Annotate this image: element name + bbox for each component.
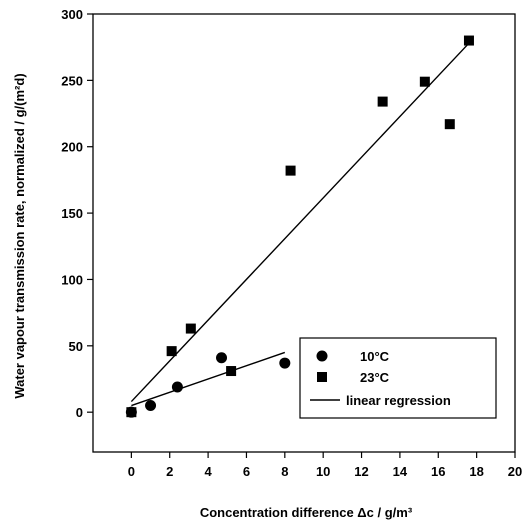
x-tick-label: 16	[431, 464, 445, 479]
data-point-23c	[444, 119, 455, 130]
data-point-23c	[419, 76, 430, 87]
legend-marker-23c	[317, 372, 327, 382]
data-point-23c	[226, 366, 237, 377]
y-tick-label: 250	[61, 73, 83, 88]
data-point-23c	[185, 323, 196, 334]
plot-frame	[92, 13, 516, 453]
legend-marker-10c	[316, 350, 328, 362]
regression-line	[130, 42, 470, 403]
x-tick-label: 10	[316, 464, 330, 479]
legend-box	[299, 337, 497, 419]
x-tick-label: 8	[281, 464, 288, 479]
y-axis-label: Water vapour transmission rate, normaliz…	[12, 73, 27, 398]
legend-label: linear regression	[346, 393, 451, 408]
data-point-10c	[171, 381, 183, 393]
data-point-23c	[166, 346, 177, 357]
x-tick-label: 14	[393, 464, 408, 479]
data-point-23c	[463, 35, 474, 46]
data-point-10c	[279, 357, 291, 369]
x-tick-label: 18	[469, 464, 483, 479]
x-tick-label: 12	[354, 464, 368, 479]
x-tick-label: 20	[508, 464, 522, 479]
data-point-23c	[285, 165, 296, 176]
y-tick-label: 150	[61, 206, 83, 221]
x-tick-label: 2	[166, 464, 173, 479]
legend-label: 23°C	[360, 370, 390, 385]
data-point-10c	[216, 352, 228, 364]
y-tick-label: 0	[76, 405, 83, 420]
y-tick-label: 100	[61, 272, 83, 287]
y-tick-label: 200	[61, 140, 83, 155]
data-point-23c	[126, 407, 137, 418]
legend-label: 10°C	[360, 349, 390, 364]
x-tick-label: 6	[243, 464, 250, 479]
x-tick-label: 4	[204, 464, 212, 479]
regression-line	[131, 351, 286, 407]
y-tick-label: 300	[61, 7, 83, 22]
x-axis-label: Concentration difference Δc / g/m³	[200, 505, 413, 520]
x-tick-label: 0	[128, 464, 135, 479]
y-tick-label: 50	[69, 339, 83, 354]
data-point-23c	[377, 96, 388, 107]
data-point-10c	[145, 400, 157, 412]
